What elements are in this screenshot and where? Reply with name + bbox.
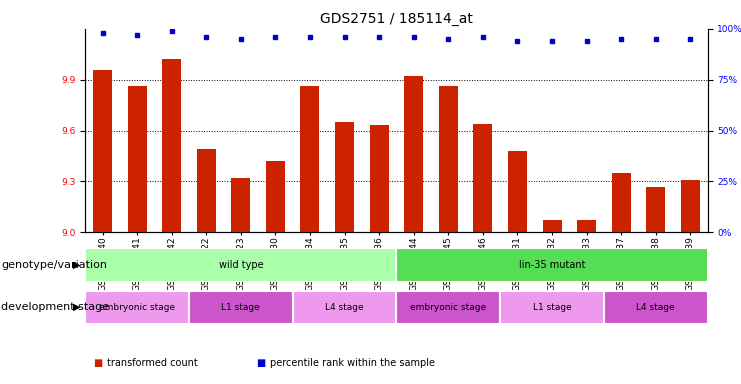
Text: embryonic stage: embryonic stage <box>411 303 486 312</box>
Text: ▶: ▶ <box>73 302 80 312</box>
Text: ■: ■ <box>256 358 265 368</box>
Text: lin-35 mutant: lin-35 mutant <box>519 260 585 270</box>
Text: wild type: wild type <box>219 260 263 270</box>
Bar <box>266 161 285 232</box>
Title: GDS2751 / 185114_at: GDS2751 / 185114_at <box>320 12 473 26</box>
Text: ▶: ▶ <box>73 260 80 270</box>
Text: L4 stage: L4 stage <box>637 303 675 312</box>
Text: transformed count: transformed count <box>107 358 198 368</box>
Bar <box>473 124 492 232</box>
Text: genotype/variation: genotype/variation <box>1 260 107 270</box>
Bar <box>542 220 562 232</box>
Text: embryonic stage: embryonic stage <box>99 303 175 312</box>
Bar <box>335 122 354 232</box>
Bar <box>162 59 181 232</box>
Bar <box>439 86 458 232</box>
Bar <box>508 151 527 232</box>
Text: ■: ■ <box>93 358 102 368</box>
Bar <box>681 180 700 232</box>
Text: percentile rank within the sample: percentile rank within the sample <box>270 358 436 368</box>
Bar <box>577 220 596 232</box>
Text: development stage: development stage <box>1 302 110 312</box>
Bar <box>189 291 293 324</box>
Bar <box>231 178 250 232</box>
Bar <box>611 173 631 232</box>
Bar <box>93 70 112 232</box>
Bar <box>196 149 216 232</box>
Bar <box>500 291 604 324</box>
Bar <box>396 248 708 281</box>
Bar <box>396 291 500 324</box>
Text: L4 stage: L4 stage <box>325 303 364 312</box>
Bar <box>127 86 147 232</box>
Text: L1 stage: L1 stage <box>222 303 260 312</box>
Bar <box>300 86 319 232</box>
Bar <box>646 187 665 232</box>
Text: L1 stage: L1 stage <box>533 303 571 312</box>
Bar <box>604 291 708 324</box>
Bar <box>85 248 396 281</box>
Bar <box>370 126 388 232</box>
Bar <box>85 291 189 324</box>
Bar <box>404 76 423 232</box>
Bar <box>293 291 396 324</box>
